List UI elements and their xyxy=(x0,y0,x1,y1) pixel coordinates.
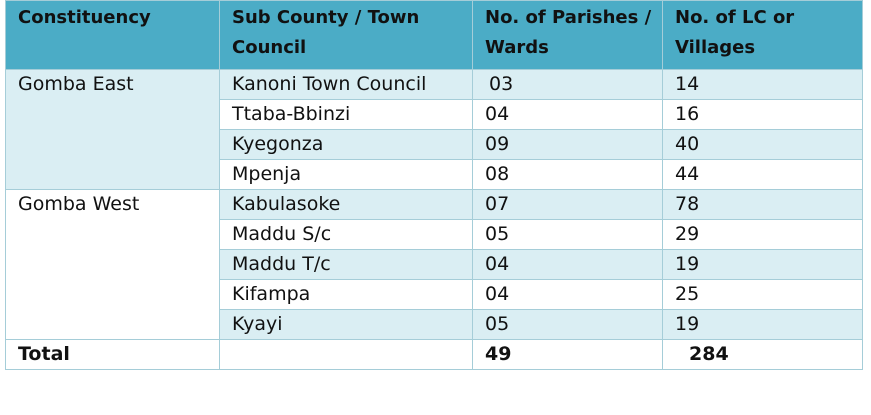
sub-county-cell: Kyegonza xyxy=(219,129,473,160)
header-cell: No. of Parishes / Wards xyxy=(472,0,663,70)
parishes-cell: 07 xyxy=(472,189,663,220)
parishes-cell: 03 xyxy=(472,69,663,100)
header-cell: Constituency xyxy=(5,0,220,70)
table-header: Constituency Sub County / Town Council No.… xyxy=(5,0,863,70)
total-villages: 284 xyxy=(662,339,863,370)
parishes-cell: 04 xyxy=(472,279,663,310)
header-cell: No. of LC or Villages xyxy=(662,0,863,70)
parishes-cell: 05 xyxy=(472,219,663,250)
villages-cell: 19 xyxy=(662,309,863,340)
sub-county-cell: Kifampa xyxy=(219,279,473,310)
sub-county-cell: Kyayi xyxy=(219,309,473,340)
sub-county-cell: Kabulasoke xyxy=(219,189,473,220)
sub-county-cell: Maddu S/c xyxy=(219,219,473,250)
parishes-cell: 04 xyxy=(472,99,663,130)
villages-cell: 40 xyxy=(662,129,863,160)
parishes-cell: 04 xyxy=(472,249,663,280)
table-row: Maddu T/c 04 19 xyxy=(6,249,863,280)
table-row: Gomba West Kabulasoke 07 78 xyxy=(5,189,863,340)
parishes-cell: 08 xyxy=(472,159,663,190)
table-row: Kifampa 04 25 xyxy=(6,279,863,310)
villages-cell: 29 xyxy=(662,219,863,250)
sub-county-cell: Ttaba-Bbinzi xyxy=(219,99,473,130)
villages-cell: 25 xyxy=(662,279,863,310)
sub-county-cell: Mpenja xyxy=(219,159,473,190)
gomba-table: Constituency Sub County / Town Council No.… xyxy=(5,0,863,370)
sub-county-cell: Kanoni Town Council xyxy=(219,69,473,100)
sub-county-cell: Maddu T/c xyxy=(219,249,473,280)
total-parishes: 49 xyxy=(472,339,663,370)
constituency-cell: Gomba West xyxy=(5,189,220,340)
constituency-cell: Gomba East xyxy=(5,69,220,190)
empty-cell xyxy=(219,339,473,370)
table-row: Kyegonza 09 40 xyxy=(6,129,863,160)
villages-cell: 78 xyxy=(662,189,863,220)
parishes-cell: 09 xyxy=(472,129,663,160)
total-row: Total 49 284 xyxy=(5,339,863,370)
table-body: Gomba East Kanoni Town Council 03 14 Ttaba-B… xyxy=(5,69,863,370)
villages-cell: 44 xyxy=(662,159,863,190)
table-row: Mpenja 08 44 xyxy=(6,159,863,190)
table-row: Ttaba-Bbinzi 04 16 xyxy=(6,99,863,130)
header-cell: Sub County / Town Council xyxy=(219,0,473,70)
total-label: Total xyxy=(5,339,220,370)
parishes-cell: 05 xyxy=(472,309,663,340)
table-row: Gomba East Kanoni Town Council 03 14 xyxy=(5,69,863,190)
villages-cell: 16 xyxy=(662,99,863,130)
header-row: Constituency Sub County / Town Council No.… xyxy=(5,0,863,70)
table-row: Maddu S/c 05 29 xyxy=(6,219,863,250)
villages-cell: 19 xyxy=(662,249,863,280)
villages-cell: 14 xyxy=(662,69,863,100)
